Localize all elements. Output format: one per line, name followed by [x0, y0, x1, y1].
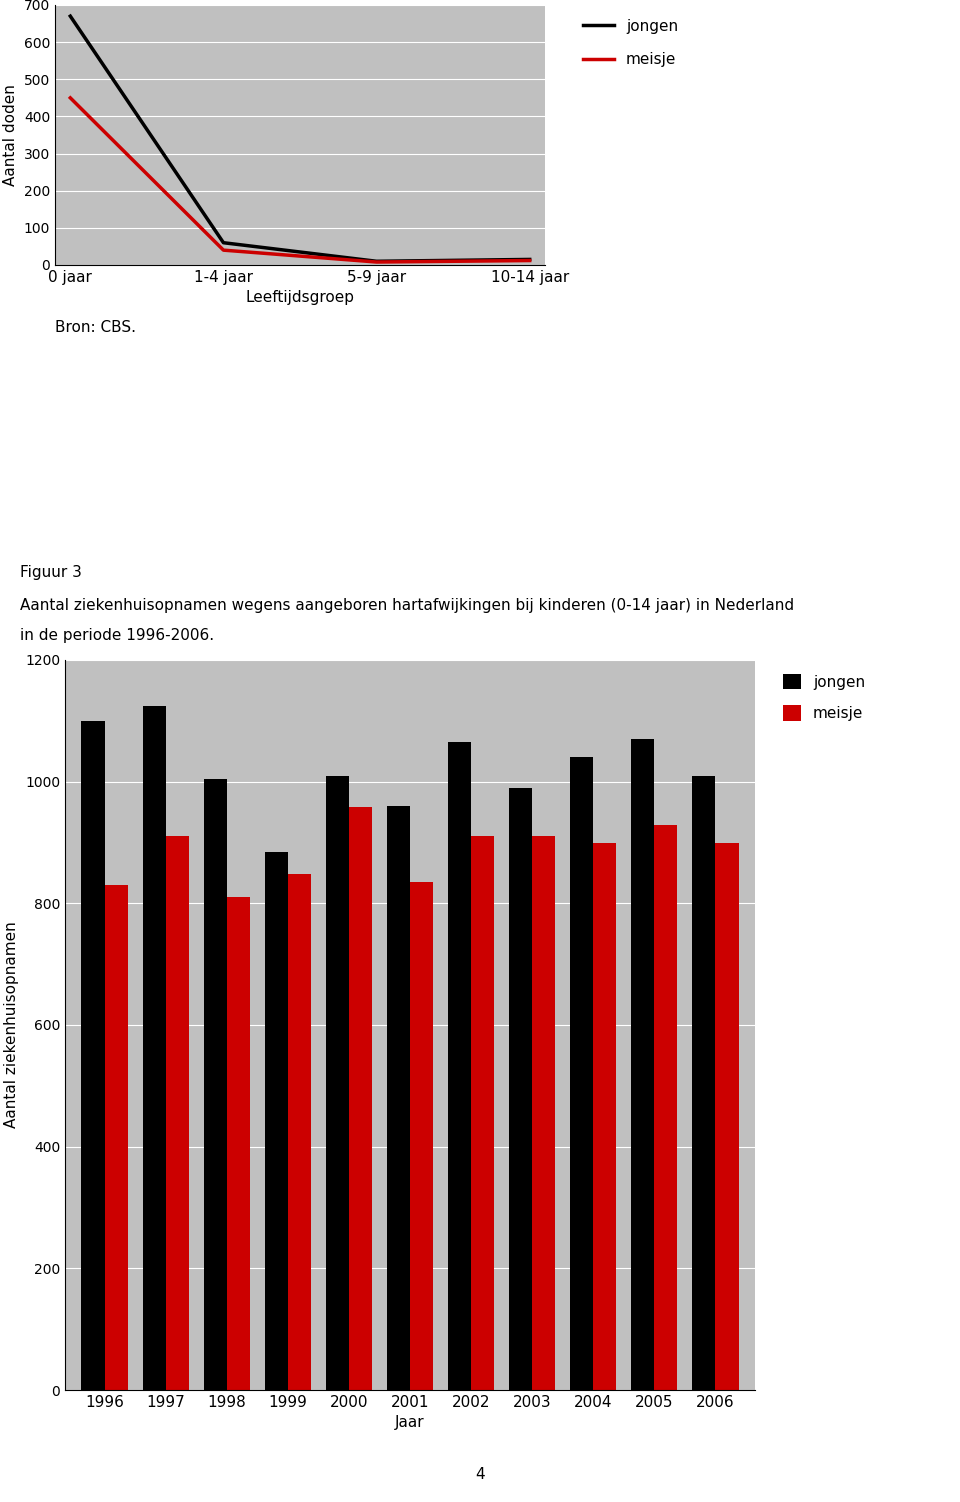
meisje	[524, 251, 536, 269]
Bar	[142, 706, 166, 1389]
Bar	[471, 837, 494, 1389]
Bar	[387, 807, 410, 1389]
X-axis label: Jaar: Jaar	[396, 1415, 425, 1430]
Legend: jongen, meisje: jongen, meisje	[777, 667, 872, 727]
Bar	[204, 778, 227, 1389]
Bar	[166, 837, 189, 1389]
jongen	[218, 234, 229, 252]
X-axis label: Leeftijdsgroep: Leeftijdsgroep	[246, 290, 354, 305]
Y-axis label: Aantal doden: Aantal doden	[3, 84, 18, 186]
Bar	[593, 843, 616, 1389]
Bar	[631, 739, 655, 1389]
Text: 4: 4	[475, 1467, 485, 1482]
Text: Figuur 3: Figuur 3	[20, 565, 82, 580]
Bar	[532, 837, 555, 1389]
meisje	[371, 252, 382, 270]
jongen	[524, 251, 536, 269]
Bar	[410, 882, 433, 1389]
Bar	[227, 897, 250, 1389]
Bar	[570, 757, 593, 1389]
Bar	[348, 807, 372, 1389]
Text: in de periode 1996-2006.: in de periode 1996-2006.	[20, 628, 214, 643]
Bar	[265, 852, 288, 1389]
Legend: jongen, meisje: jongen, meisje	[577, 12, 684, 74]
Bar	[288, 874, 311, 1389]
jongen	[371, 252, 382, 270]
Bar	[325, 775, 348, 1389]
Bar	[655, 826, 678, 1389]
Bar	[448, 742, 471, 1389]
Line: meisje: meisje	[70, 98, 530, 261]
jongen	[64, 8, 76, 26]
Text: Aantal ziekenhuisopnamen wegens aangeboren hartafwijkingen bij kinderen (0-14 ja: Aantal ziekenhuisopnamen wegens aangebor…	[20, 598, 794, 613]
Text: Bron: CBS.: Bron: CBS.	[55, 320, 136, 335]
meisje	[218, 242, 229, 260]
meisje	[64, 89, 76, 107]
Bar	[692, 775, 715, 1389]
Bar	[715, 843, 738, 1389]
Y-axis label: Aantal ziekenhuisopnamen: Aantal ziekenhuisopnamen	[5, 922, 19, 1128]
Bar	[82, 721, 105, 1389]
Line: jongen: jongen	[70, 17, 530, 261]
Bar	[509, 787, 532, 1389]
Bar	[105, 885, 128, 1389]
